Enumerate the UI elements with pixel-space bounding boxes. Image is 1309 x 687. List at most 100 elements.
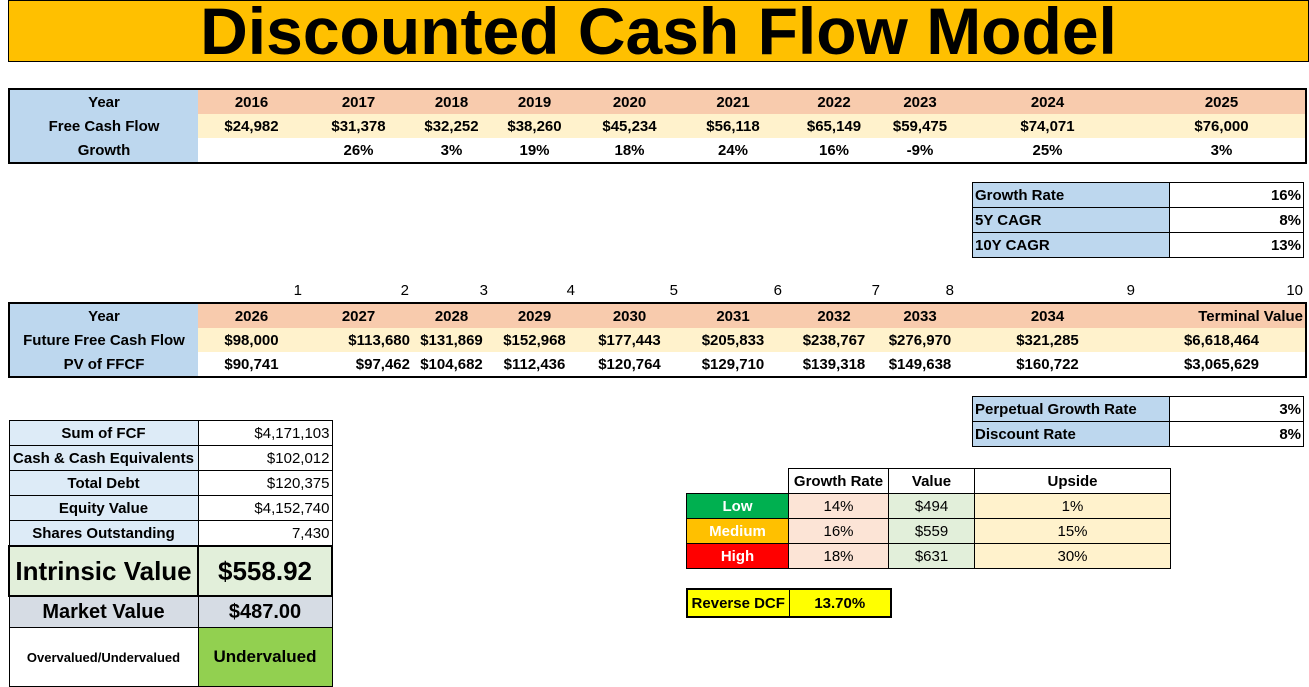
proj-ffcf: $205,833 xyxy=(681,328,785,352)
page-title: Discounted Cash Flow Model xyxy=(200,0,1117,68)
hist-year: 2023 xyxy=(883,89,957,114)
sens-value: $559 xyxy=(888,518,975,544)
proj-pv: $160,722 xyxy=(957,352,1138,377)
hist-year: 2017 xyxy=(305,89,412,114)
debt-value: $120,375 xyxy=(197,470,333,496)
sens-row-low: Low 14% $494 1% xyxy=(686,493,1171,519)
hist-growth: 18% xyxy=(578,138,681,163)
market-value: $487.00 xyxy=(197,595,333,628)
cagr5-value: 8% xyxy=(1169,207,1304,233)
period-index: 4 xyxy=(566,281,575,299)
hist-fcf: $32,252 xyxy=(412,114,491,138)
sens-label: Low xyxy=(686,493,789,519)
growth-rate-label: Growth Rate xyxy=(972,182,1170,208)
sens-value: $494 xyxy=(888,493,975,519)
historical-table: Year 2016 2017 2018 2019 2020 2021 2022 … xyxy=(8,88,1307,164)
valuation-summary-table: Sum of FCF $4,171,103 Cash & Cash Equiva… xyxy=(8,420,333,687)
hist-growth: 19% xyxy=(491,138,578,163)
growth-label: Growth xyxy=(9,138,198,163)
proj-ffcf: $177,443 xyxy=(578,328,681,352)
period-index: 2 xyxy=(400,281,409,299)
hist-fcf: $45,234 xyxy=(578,114,681,138)
proj-pv: $149,638 xyxy=(883,352,957,377)
proj-pv: $3,065,629 xyxy=(1138,352,1306,377)
sens-upside: 15% xyxy=(974,518,1171,544)
proj-year: 2033 xyxy=(883,303,957,328)
sens-header-growth: Growth Rate xyxy=(788,468,889,494)
proj-pv: $90,741 xyxy=(198,352,305,377)
intrinsic-label: Intrinsic Value xyxy=(8,545,199,597)
proj-pv: $104,682 xyxy=(412,352,491,377)
sens-label: Medium xyxy=(686,518,789,544)
proj-ffcf: $276,970 xyxy=(883,328,957,352)
proj-pv: $112,436 xyxy=(491,352,578,377)
proj-year: 2030 xyxy=(578,303,681,328)
sens-row-high: High 18% $631 30% xyxy=(686,543,1171,569)
sens-header-upside: Upside xyxy=(974,468,1171,494)
sum-fcf-label: Sum of FCF xyxy=(8,420,199,446)
historical-fcf-row: Free Cash Flow $24,982 $31,378 $32,252 $… xyxy=(9,114,1306,138)
sens-label: High xyxy=(686,543,789,569)
growth-rate-value: 16% xyxy=(1169,182,1304,208)
hist-growth xyxy=(198,138,305,163)
proj-year: 2034 xyxy=(957,303,1138,328)
assumptions-table: Perpetual Growth Rate 3% Discount Rate 8… xyxy=(972,396,1304,447)
equity-value: $4,152,740 xyxy=(197,495,333,521)
proj-ffcf: $238,767 xyxy=(785,328,883,352)
hist-year: 2025 xyxy=(1138,89,1306,114)
cash-value: $102,012 xyxy=(197,445,333,471)
proj-year: 2031 xyxy=(681,303,785,328)
verdict-label: Overvalued/Undervalued xyxy=(8,627,199,687)
hist-fcf: $24,982 xyxy=(198,114,305,138)
proj-ffcf: $98,000 xyxy=(198,328,305,352)
hist-fcf: $56,118 xyxy=(681,114,785,138)
proj-pv: $97,462 xyxy=(305,352,412,377)
sens-upside: 1% xyxy=(974,493,1171,519)
hist-fcf: $31,378 xyxy=(305,114,412,138)
verdict-value: Undervalued xyxy=(197,627,333,687)
market-label: Market Value xyxy=(8,595,199,628)
sens-growth: 14% xyxy=(788,493,889,519)
hist-fcf: $59,475 xyxy=(883,114,957,138)
proj-year: 2026 xyxy=(198,303,305,328)
cagr5-label: 5Y CAGR xyxy=(972,207,1170,233)
proj-year: Terminal Value xyxy=(1138,303,1306,328)
historical-growth-row: Growth 26% 3% 19% 18% 24% 16% -9% 25% 3% xyxy=(9,138,1306,163)
hist-year: 2016 xyxy=(198,89,305,114)
proj-year: 2028 xyxy=(412,303,491,328)
hist-growth: 24% xyxy=(681,138,785,163)
dr-label: Discount Rate xyxy=(972,421,1170,447)
proj-ffcf: $6,618,464 xyxy=(1138,328,1306,352)
sensitivity-table: Growth Rate Value Upside Low 14% $494 1%… xyxy=(686,468,1171,569)
ffcf-label: Future Free Cash Flow xyxy=(9,328,198,352)
intrinsic-value: $558.92 xyxy=(197,545,333,597)
fcf-label: Free Cash Flow xyxy=(9,114,198,138)
period-index: 8 xyxy=(945,281,954,299)
period-index: 5 xyxy=(669,281,678,299)
proj-ffcf: $321,285 xyxy=(957,328,1138,352)
projection-table: Year 2026 2027 2028 2029 2030 2031 2032 … xyxy=(8,302,1307,378)
projection-pv-row: PV of FFCF $90,741 $97,462 $104,682 $112… xyxy=(9,352,1306,377)
hist-year: 2022 xyxy=(785,89,883,114)
proj-pv: $139,318 xyxy=(785,352,883,377)
year-label: Year xyxy=(9,89,198,114)
hist-year: 2018 xyxy=(412,89,491,114)
sens-growth: 18% xyxy=(788,543,889,569)
historical-year-row: Year 2016 2017 2018 2019 2020 2021 2022 … xyxy=(9,89,1306,114)
hist-fcf: $74,071 xyxy=(957,114,1138,138)
growth-rates-table: Growth Rate 16% 5Y CAGR 8% 10Y CAGR 13% xyxy=(972,182,1304,258)
hist-growth: -9% xyxy=(883,138,957,163)
hist-growth: 25% xyxy=(957,138,1138,163)
cash-label: Cash & Cash Equivalents xyxy=(8,445,199,471)
hist-year: 2020 xyxy=(578,89,681,114)
pv-label: PV of FFCF xyxy=(9,352,198,377)
hist-fcf: $38,260 xyxy=(491,114,578,138)
sens-upside: 30% xyxy=(974,543,1171,569)
period-index: 6 xyxy=(773,281,782,299)
dr-value: 8% xyxy=(1169,421,1304,447)
proj-year: 2029 xyxy=(491,303,578,328)
sens-value: $631 xyxy=(888,543,975,569)
year-label: Year xyxy=(9,303,198,328)
shares-value: 7,430 xyxy=(197,520,333,547)
pgr-label: Perpetual Growth Rate xyxy=(972,396,1170,422)
